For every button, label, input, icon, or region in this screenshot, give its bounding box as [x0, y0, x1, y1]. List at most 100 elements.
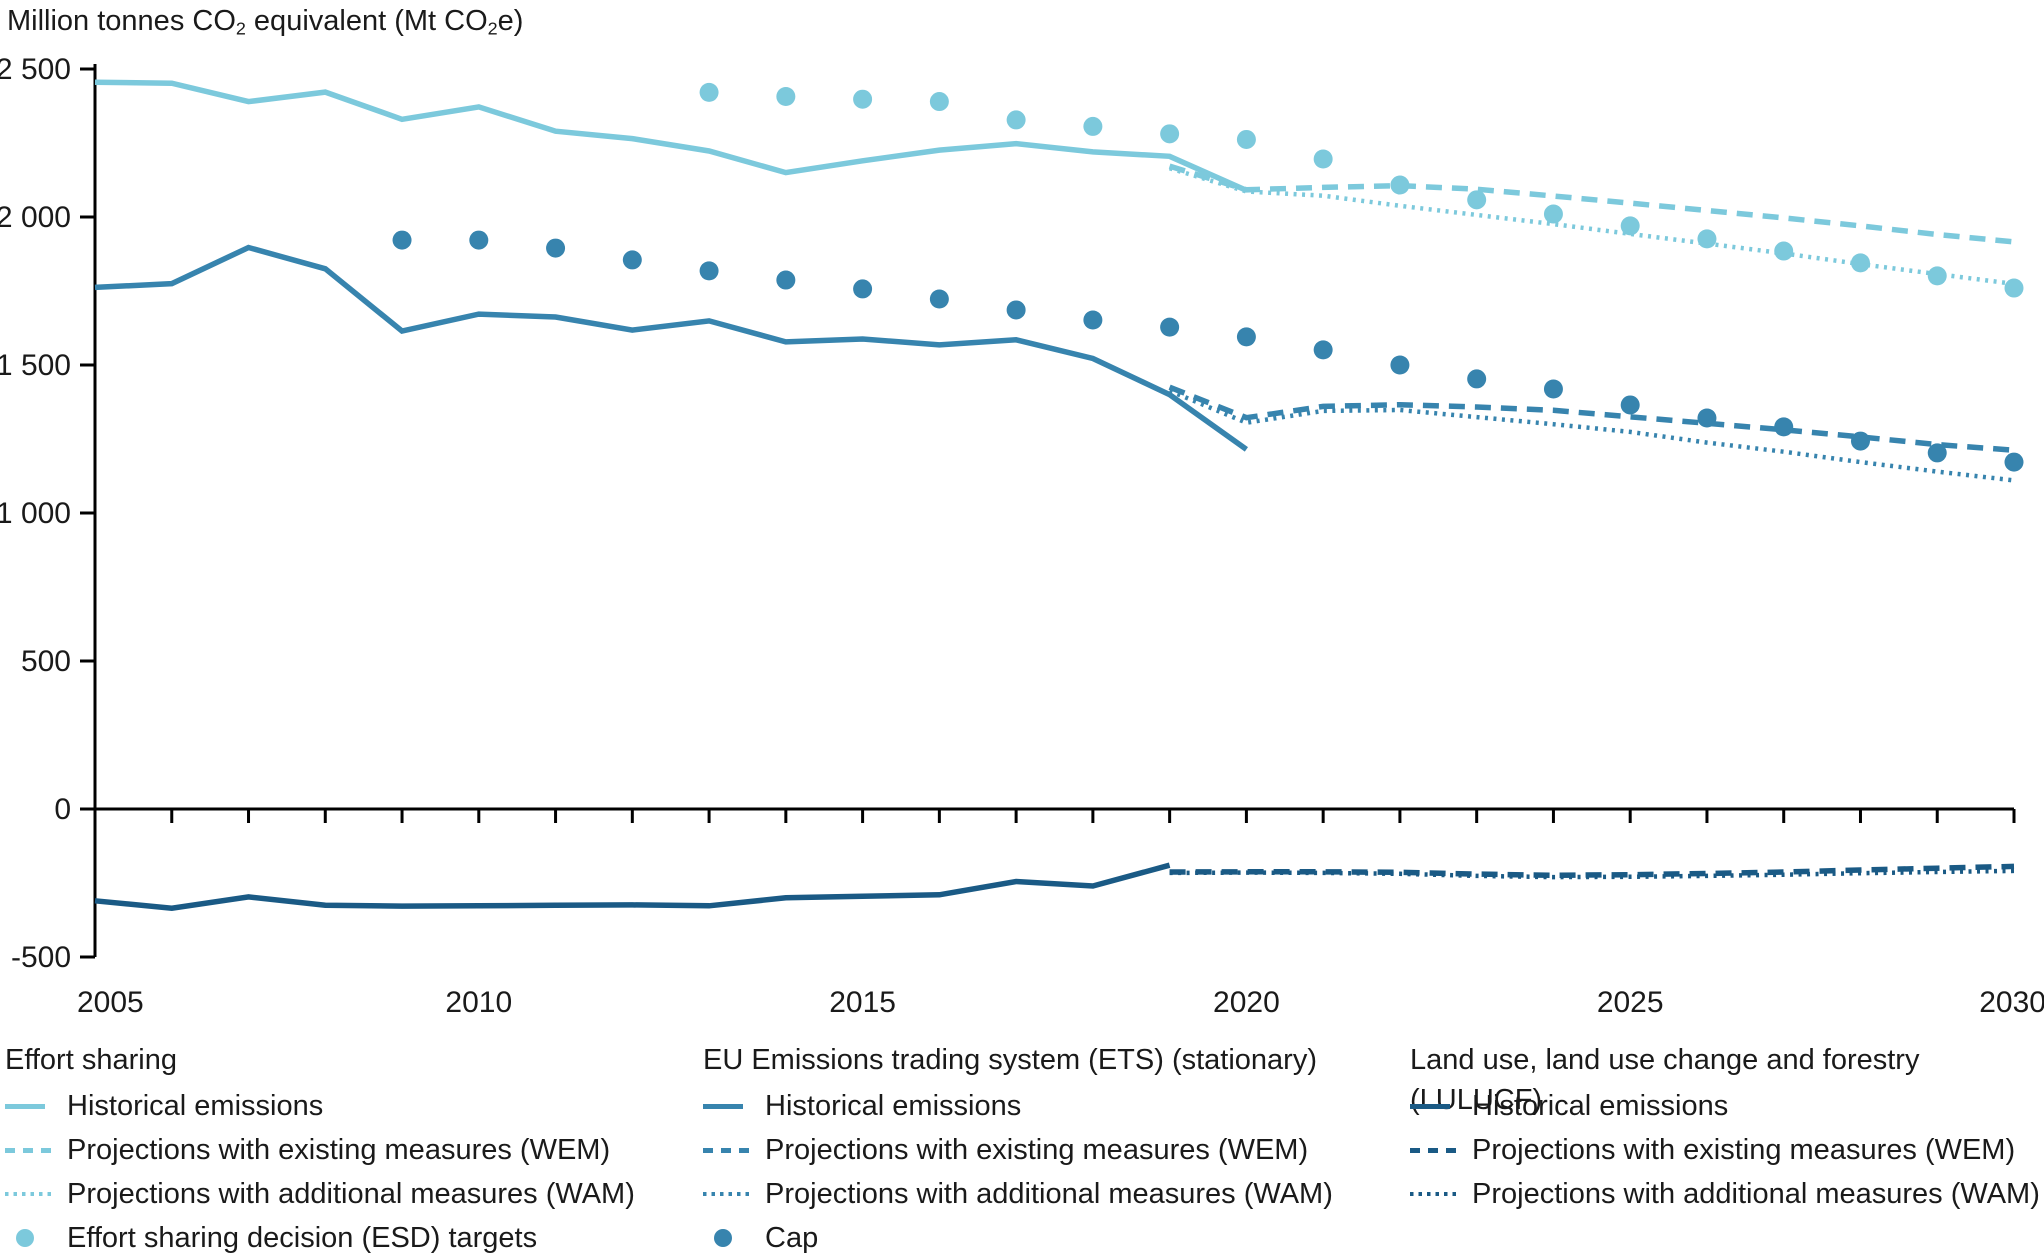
data-point-ets-cap: [469, 230, 489, 250]
legend-column-ets: EU Emissions trading system (ETS) (stati…: [703, 1040, 1333, 1260]
legend-item: Projections with additional measures (WA…: [703, 1172, 1333, 1216]
data-point-es-esd-targets: [1927, 266, 1947, 286]
solid-line-swatch: [5, 1103, 45, 1109]
data-line-es-wam: [1168, 166, 2015, 287]
legend-item-label: Projections with additional measures (WA…: [765, 1177, 1333, 1210]
legend-item: Historical emissions: [703, 1084, 1333, 1128]
legend-item-label: Effort sharing decision (ESD) targets: [67, 1221, 538, 1254]
dotted-line-swatch: [703, 1191, 749, 1197]
data-point-ets-cap: [392, 230, 412, 250]
data-point-ets-cap: [1850, 431, 1870, 451]
x-axis-tick-label: 2005: [77, 986, 144, 1019]
data-point-es-esd-targets: [1543, 204, 1563, 224]
legend-item-label: Cap: [765, 1221, 819, 1254]
data-point-ets-cap: [853, 279, 873, 299]
legend-item: Effort sharing decision (ESD) targets: [5, 1216, 635, 1260]
y-axis-tick-label: 1 500: [0, 349, 71, 382]
data-point-ets-cap: [1313, 340, 1333, 360]
legend-item: Projections with existing measures (WEM): [1410, 1128, 2044, 1172]
legend-item-label: Historical emissions: [765, 1089, 1022, 1122]
data-point-ets-cap: [1236, 327, 1256, 347]
x-axis-tick-label: 2025: [1597, 986, 1664, 1019]
series-ets-wem: [1168, 384, 2015, 453]
data-point-ets-cap: [1543, 379, 1563, 399]
y-axis-title-text: equivalent (Mt CO: [245, 5, 488, 37]
y-axis-tick-label: 1 000: [0, 497, 71, 530]
y-axis-tick-label: 2 000: [0, 201, 71, 234]
data-point-es-esd-targets: [2004, 278, 2024, 298]
y-axis-title-text: Million tonnes CO: [7, 5, 236, 37]
data-point-es-esd-targets: [1313, 149, 1333, 169]
dashed-line-swatch: [1410, 1147, 1456, 1153]
data-point-ets-cap: [546, 238, 566, 258]
legend-item-label: Projections with existing measures (WEM): [1472, 1133, 2016, 1166]
legend-group-title: Effort sharing: [5, 1044, 177, 1076]
data-point-ets-cap: [1083, 310, 1103, 330]
data-point-ets-cap: [1467, 369, 1487, 389]
series-lulucf-wem: [1169, 863, 2015, 879]
legend-group-title: Land use, land use change and forestry (…: [1410, 1044, 1920, 1116]
data-point-es-esd-targets: [1390, 175, 1410, 195]
legend-item: Projections with existing measures (WEM): [703, 1128, 1333, 1172]
data-point-ets-cap: [1006, 300, 1026, 320]
data-line-ets-historical: [94, 244, 1248, 452]
y-axis-tick-label: 500: [21, 645, 71, 678]
x-axis-tick-label: 2030: [1979, 986, 2044, 1019]
dot-swatch: [16, 1229, 34, 1247]
legend-item-label: Projections with existing measures (WEM): [67, 1133, 611, 1166]
data-point-es-esd-targets: [776, 87, 796, 107]
data-point-ets-cap: [622, 250, 642, 270]
data-line-es-historical: [94, 79, 1248, 193]
data-point-es-esd-targets: [853, 89, 873, 109]
data-point-es-esd-targets: [1850, 253, 1870, 273]
subscript: 2: [235, 18, 246, 39]
series-es-esd-targets: [699, 82, 2024, 298]
data-point-es-esd-targets: [1006, 110, 1026, 130]
data-line-lulucf-historical: [94, 862, 1171, 911]
data-point-ets-cap: [1927, 443, 1947, 463]
data-point-ets-cap: [776, 270, 796, 290]
series-ets-wam: [1168, 388, 2015, 483]
legend-item: Historical emissions: [5, 1084, 635, 1128]
data-point-es-esd-targets: [1620, 216, 1640, 236]
data-point-es-esd-targets: [1467, 190, 1487, 210]
y-axis-title-text: e): [497, 5, 524, 37]
legend-item-label: Historical emissions: [1472, 1089, 1729, 1122]
data-line-lulucf-wem: [1169, 863, 2015, 879]
x-axis-tick-label: 2015: [829, 986, 896, 1019]
data-point-es-esd-targets: [1160, 124, 1180, 144]
legend-item: Projections with existing measures (WEM): [5, 1128, 635, 1172]
chart-legend: Effort sharing Historical emissions Proj…: [0, 1040, 2044, 1254]
legend-item-label: Projections with additional measures (WA…: [1472, 1177, 2040, 1210]
data-point-es-esd-targets: [1236, 129, 1256, 149]
data-point-ets-cap: [2004, 452, 2024, 472]
series-es-wam: [1168, 166, 2015, 287]
data-point-ets-cap: [929, 289, 949, 309]
data-point-ets-cap: [1774, 417, 1794, 437]
legend-item: Cap: [703, 1216, 1333, 1260]
series-lulucf-historical: [94, 862, 1171, 911]
legend-item: Projections with additional measures (WA…: [5, 1172, 635, 1216]
data-line-ets-wam: [1168, 388, 2015, 483]
legend-item-label: Projections with existing measures (WEM): [765, 1133, 1309, 1166]
series-es-historical: [94, 79, 1248, 193]
data-line-ets-wem: [1168, 384, 2015, 453]
legend-group-title: EU Emissions trading system (ETS) (stati…: [703, 1044, 1317, 1076]
data-point-es-esd-targets: [699, 82, 719, 102]
legend-item-label: Projections with additional measures (WA…: [67, 1177, 635, 1210]
dashed-line-swatch: [703, 1147, 749, 1153]
legend-item-label: Historical emissions: [67, 1089, 324, 1122]
y-axis-tick-label: 0: [54, 793, 71, 826]
legend-item: Projections with additional measures (WA…: [1410, 1172, 2044, 1216]
solid-line-swatch: [703, 1103, 743, 1109]
dashed-line-swatch: [5, 1147, 51, 1153]
solid-line-swatch: [1410, 1103, 1450, 1109]
x-axis-tick-label: 2010: [445, 986, 512, 1019]
x-axis-tick-label: 2020: [1213, 986, 1280, 1019]
data-point-ets-cap: [1620, 395, 1640, 415]
subscript: 2: [487, 18, 498, 39]
legend-column-effort-sharing: Effort sharing Historical emissions Proj…: [5, 1040, 635, 1260]
data-point-ets-cap: [699, 261, 719, 281]
